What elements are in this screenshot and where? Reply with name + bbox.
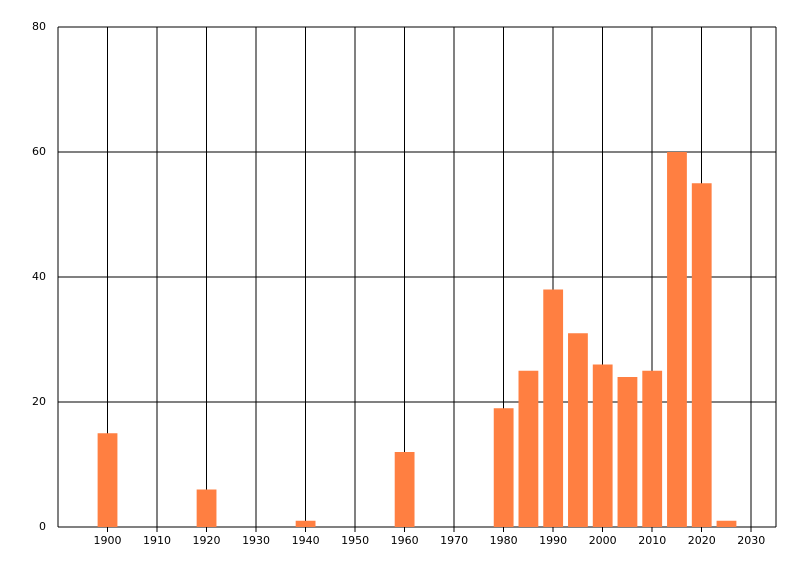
bar [543, 289, 564, 527]
x-tick-label: 1940 [292, 534, 320, 547]
bar [196, 489, 217, 527]
x-tick-label: 2020 [688, 534, 716, 547]
bar [667, 152, 687, 527]
bar [617, 377, 638, 527]
y-tick-label: 20 [32, 395, 46, 408]
y-tick-label: 40 [32, 270, 46, 283]
bar [691, 183, 712, 527]
bar [97, 433, 118, 527]
x-tick-label: 2000 [589, 534, 617, 547]
x-tick-label: 1930 [242, 534, 270, 547]
x-tick-label: 2010 [638, 534, 666, 547]
x-tick-label: 1910 [143, 534, 171, 547]
x-tick-label: 2030 [737, 534, 765, 547]
bar [568, 333, 588, 527]
bar [592, 364, 613, 527]
x-tick-label: 1900 [94, 534, 122, 547]
x-tick-label: 1920 [193, 534, 221, 547]
bar [295, 520, 316, 527]
bar [518, 370, 539, 527]
x-tick-label: 1950 [341, 534, 369, 547]
bar [493, 408, 514, 527]
bar [642, 370, 663, 527]
y-tick-label: 60 [32, 145, 46, 158]
x-tick-label: 1960 [391, 534, 419, 547]
bar [394, 452, 415, 527]
x-tick-label: 1980 [490, 534, 518, 547]
x-tick-label: 1970 [440, 534, 468, 547]
y-tick-label: 80 [32, 20, 46, 33]
y-tick-label: 0 [39, 520, 46, 533]
x-tick-label: 1990 [539, 534, 567, 547]
bar [716, 520, 737, 527]
